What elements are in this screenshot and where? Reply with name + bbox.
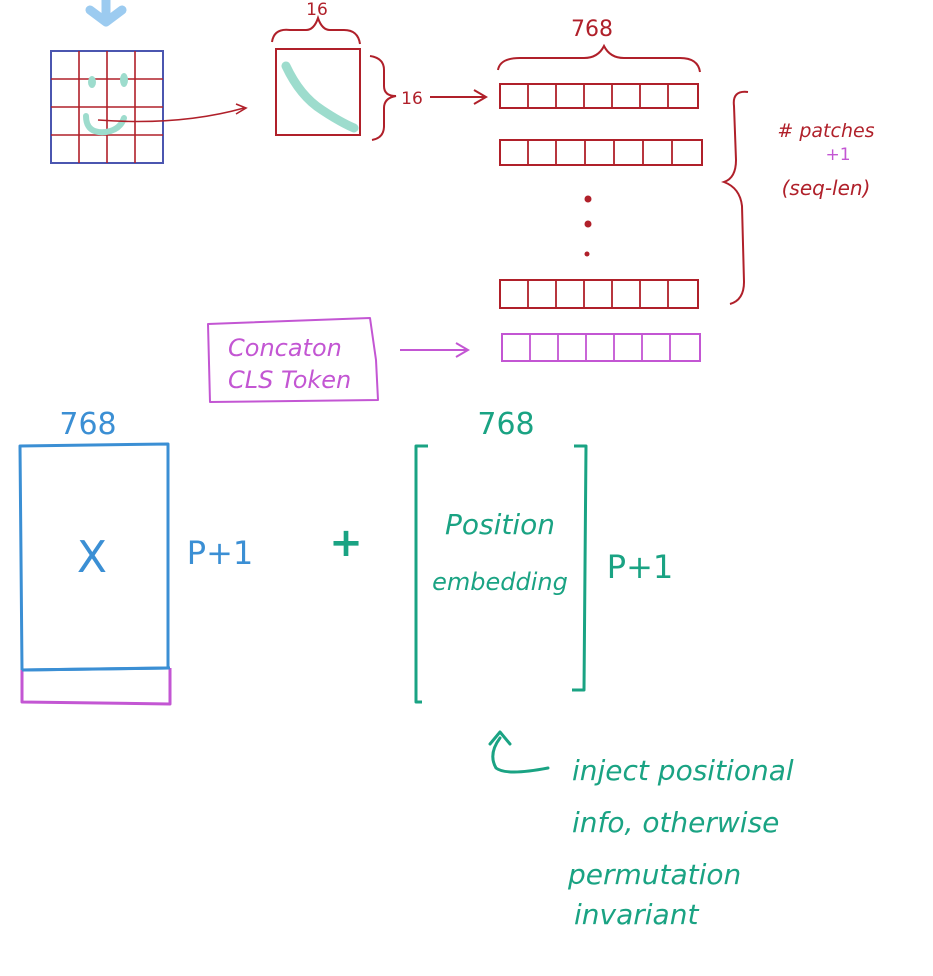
patch-width-label: 16 [306, 0, 328, 20]
patch-box [275, 48, 361, 136]
seq-width-label: 768 [571, 17, 613, 42]
x-matrix-symbol: X [77, 532, 107, 583]
x-matrix-height-label: P+1 [187, 534, 253, 572]
cls-label-line1: Concaton [228, 334, 342, 362]
x-matrix-width-label: 768 [59, 407, 116, 442]
ellipsis-dots [584, 195, 592, 257]
seq-count-label-plus: +1 [825, 145, 850, 165]
x-matrix [18, 442, 172, 706]
hook-arrow-icon [488, 730, 550, 774]
seq-count-label-line1: # patches [777, 120, 874, 142]
patch-height-label: 16 [401, 89, 423, 109]
plus-operator: + [329, 520, 363, 566]
patch-height-brace [369, 55, 397, 141]
token-vector [499, 83, 699, 109]
pos-matrix-label-line2: embedding [432, 568, 568, 596]
pos-matrix-brackets [414, 444, 588, 704]
note-line4: invariant [574, 898, 699, 931]
note-line2: info, otherwise [572, 806, 779, 839]
note-line3: permutation [567, 858, 741, 891]
token-vector [499, 279, 699, 309]
image-grid [50, 50, 164, 164]
seq-count-brace [721, 90, 749, 305]
cls-token-vector [501, 333, 701, 362]
cls-arrow [400, 342, 470, 358]
seq-width-brace [497, 43, 701, 73]
down-arrow-icon [85, 0, 127, 27]
cls-label-line2: CLS Token [228, 366, 351, 394]
smiley-face-icon [83, 73, 128, 136]
note-line1: inject positional [572, 754, 794, 787]
cls-box [207, 317, 379, 403]
patch-arrow [97, 103, 248, 123]
token-vector [499, 139, 703, 166]
seq-count-label-line2: (seq-len) [782, 176, 871, 200]
flatten-arrow [430, 89, 488, 105]
pos-matrix-label-line1: Position [445, 508, 555, 541]
pos-matrix-width-label: 768 [477, 407, 534, 442]
patch-width-brace [271, 14, 361, 45]
pos-matrix-height-label: P+1 [607, 548, 673, 586]
